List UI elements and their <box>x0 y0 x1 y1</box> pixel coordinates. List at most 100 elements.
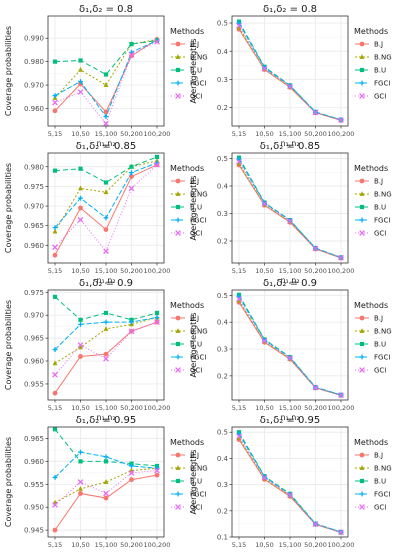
data-point-b-u <box>154 310 160 316</box>
legend-label: GCI <box>374 504 386 512</box>
data-point-b-j <box>129 477 134 483</box>
x-tick-label: 10,50 <box>255 541 274 549</box>
chart-title: δ₁,δ₂ = 0.85 <box>260 141 320 152</box>
legend-key-marker <box>359 491 365 497</box>
legend-label: GCI <box>190 504 202 512</box>
data-point-b-j <box>129 53 134 59</box>
legend-label: FGCI <box>374 491 390 499</box>
data-point-gci <box>103 355 109 362</box>
y-tick-label: 0.4 <box>217 183 229 191</box>
data-point-b-u <box>103 459 109 464</box>
y-tick-label: 0.970 <box>24 312 44 320</box>
legend-title: Methods <box>170 27 204 36</box>
data-point-fgci <box>52 347 58 352</box>
data-point-gci <box>338 392 344 399</box>
y-axis-label: Coverage probabilities <box>4 163 13 253</box>
data-point-b-u <box>103 310 109 316</box>
data-point-b-u <box>52 59 58 64</box>
legend-label: GCI <box>190 93 202 101</box>
legend-title: Methods <box>354 164 388 173</box>
legend-label: B.NG <box>190 328 208 336</box>
x-tick-label: 100,200 <box>328 130 355 138</box>
chart-title: δ₁,δ₂ = 0.8 <box>263 4 317 15</box>
x-tick-label: 10,50 <box>71 267 90 275</box>
data-point-gci <box>287 83 293 90</box>
legend-title: Methods <box>170 438 204 447</box>
data-point-b-j <box>52 527 58 533</box>
series-line-fgci <box>54 317 158 350</box>
y-tick-label: 0.3 <box>217 481 228 489</box>
legend-label: FGCI <box>190 80 206 88</box>
chart-panel-7: δ₁,δ₂ = 0.95 0.945 0.950 0.955 0.960 0.965 5,1… <box>4 415 208 554</box>
data-point-b-j <box>52 252 58 258</box>
data-point-b-ng <box>236 160 242 166</box>
legend-key-marker <box>175 367 181 373</box>
x-tick-label: 10,50 <box>71 541 90 549</box>
data-point-gci <box>338 254 344 261</box>
data-point-b-u <box>103 72 109 77</box>
data-point-b-j <box>103 227 109 233</box>
legend-key-marker <box>175 230 181 236</box>
legend-key-marker <box>175 93 181 99</box>
data-point-fgci <box>236 431 242 437</box>
legend-key-marker <box>175 204 181 210</box>
legend-key-marker <box>359 178 365 184</box>
data-point-fgci <box>103 319 109 325</box>
legend-key-marker <box>175 80 181 86</box>
data-point-fgci <box>52 475 58 480</box>
legend-key-marker <box>359 504 365 510</box>
chart-title: δ₁,δ₂ = 0.95 <box>260 415 320 426</box>
x-tick-label: 100,200 <box>144 404 171 412</box>
legend-key-marker <box>175 465 181 470</box>
legend-label: B.J <box>374 178 383 186</box>
legend-key-marker <box>175 178 181 184</box>
legend-key-marker <box>359 93 365 99</box>
data-point-b-u <box>52 168 58 173</box>
data-point-gci <box>312 245 319 252</box>
legend-key-marker <box>175 191 181 196</box>
y-tick-label: 0.975 <box>24 183 44 191</box>
series-line-b-u <box>54 156 158 184</box>
data-point-fgci <box>154 315 160 320</box>
data-point-gci <box>236 296 242 302</box>
legend-key-marker <box>359 328 365 333</box>
legend-label: B.J <box>374 452 383 460</box>
legend-label: GCI <box>374 93 386 101</box>
y-tick-label: 0.970 <box>24 82 44 90</box>
y-tick-label: 0.980 <box>24 163 44 171</box>
legend-title: Methods <box>354 301 388 310</box>
data-point-b-u <box>78 459 83 464</box>
chart-title: δ₁,δ₂ = 0.95 <box>76 415 136 426</box>
y-axis-label: Average lengths <box>189 312 198 377</box>
legend-key-marker <box>359 204 365 210</box>
legend-label: B.J <box>374 41 383 49</box>
series-line-b-ng <box>54 38 158 99</box>
series-line-b-ng <box>54 160 158 232</box>
data-point-gci <box>77 216 84 223</box>
data-point-b-j <box>78 491 83 496</box>
y-tick-label: 0.955 <box>24 481 44 489</box>
legend-key-marker <box>175 54 181 59</box>
chart-panel-1: δ₁,δ₂ = 0.8 0.960 0.970 0.980 0.990 5,15 10,50… <box>4 4 208 148</box>
y-tick-label: 0.980 <box>24 58 44 66</box>
data-point-gci <box>77 89 84 95</box>
data-point-gci <box>338 117 344 123</box>
series-line-fgci <box>54 451 158 478</box>
data-point-b-ng <box>103 82 109 87</box>
data-point-fgci <box>52 93 58 98</box>
data-point-b-ng <box>78 485 83 491</box>
legend-key-marker <box>359 80 365 86</box>
legend-label: FGCI <box>190 491 206 499</box>
legend-key-marker <box>359 217 365 223</box>
legend-key-marker <box>175 341 181 347</box>
legend-key-marker <box>175 452 181 458</box>
data-point-gci <box>236 158 242 165</box>
data-point-fgci <box>78 195 83 201</box>
data-point-fgci <box>78 449 83 455</box>
legend-title: Methods <box>170 301 204 310</box>
x-axis-label: n₁,n₂ <box>96 139 115 148</box>
y-tick-label: 0.3 <box>217 76 228 84</box>
data-point-gci <box>261 201 268 207</box>
legend-title: Methods <box>354 438 388 447</box>
chart-panel-5: δ₁,δ₂ = 0.9 0.955 0.960 0.965 0.970 0.975 5,15… <box>4 278 208 422</box>
